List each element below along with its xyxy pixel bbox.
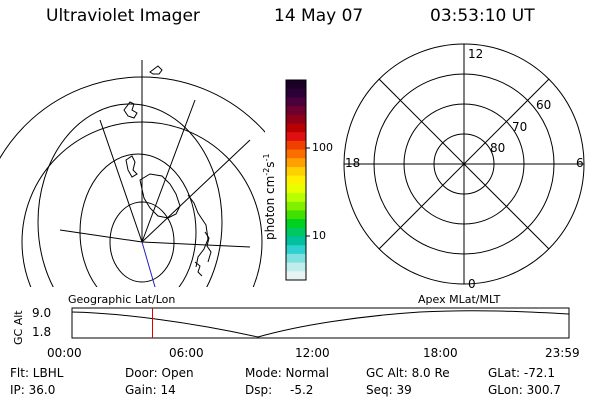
polar-ring-70: 70 [512, 120, 528, 134]
colorbar-cell [286, 175, 306, 185]
polar-label-6: 6 [576, 156, 584, 170]
polar-ring-60: 60 [536, 98, 552, 112]
polar-label-18: 18 [345, 156, 361, 170]
altitude-ymin: 1.8 [32, 325, 52, 339]
info-dsp-label: Dsp: [245, 383, 273, 397]
colorbar-cell [286, 193, 306, 203]
colorbar-cell [286, 184, 306, 194]
colorbar-cell [286, 106, 306, 116]
header-date: 14 May 07 [274, 6, 364, 26]
polar-label-0: 0 [468, 277, 476, 291]
xtick-2359: 23:59 [545, 346, 580, 360]
header-time: 03:53:10 UT [430, 6, 535, 26]
colorbar-cell [286, 219, 306, 229]
colorbar-cell [286, 158, 306, 168]
colorbar-cell [286, 166, 306, 177]
colorbar-cell [286, 97, 306, 107]
colorbar-cell [286, 253, 306, 264]
info-glat: GLat: -72.1 [488, 366, 555, 380]
colorbar-cell [286, 236, 306, 246]
colorbar-cell [286, 245, 306, 255]
colorbar-cell [286, 88, 306, 98]
xtick-0000: 00:00 [47, 346, 82, 360]
xtick-1800: 18:00 [423, 346, 458, 360]
colorbar-cell [286, 132, 306, 142]
info-gain: Gain: 14 [125, 383, 176, 397]
colorbar-cell [286, 140, 306, 151]
info-dsp-value: -5.2 [290, 383, 314, 397]
altitude-ymax: 9.0 [32, 306, 52, 320]
info-glon: GLon: 300.7 [488, 383, 561, 397]
colorbar-tick-100: 100 [312, 141, 333, 154]
polar-ring-80: 80 [490, 141, 506, 155]
colorbar-cell [286, 201, 306, 211]
colorbar-cell [286, 114, 306, 124]
xtick-0600: 06:00 [169, 346, 204, 360]
polar-label-12: 12 [468, 47, 484, 61]
colorbar-cell [286, 149, 306, 159]
colorbar-cell [286, 80, 306, 90]
apex-mlat-mlt-title: Apex MLat/MLT [418, 293, 501, 306]
xtick-1200: 12:00 [295, 346, 330, 360]
info-door: Door: Open [125, 366, 194, 380]
colorbar-cell [286, 262, 306, 272]
info-flt: Flt: LBHL [10, 366, 64, 380]
app-title: Ultraviolet Imager [46, 6, 200, 26]
info-gcalt: GC Alt: 8.0 Re [366, 366, 450, 380]
colorbar-cell [286, 123, 306, 133]
info-seq: Seq: 39 [366, 383, 412, 397]
geographic-latlon-title: Geographic Lat/Lon [68, 293, 176, 306]
colorbar-tick-10: 10 [312, 229, 326, 242]
colorbar-cell [286, 227, 306, 238]
info-ip: IP: 36.0 [10, 383, 56, 397]
colorbar-cell [286, 271, 306, 281]
info-mode: Mode: Normal [245, 366, 329, 380]
colorbar-cell [286, 210, 306, 220]
